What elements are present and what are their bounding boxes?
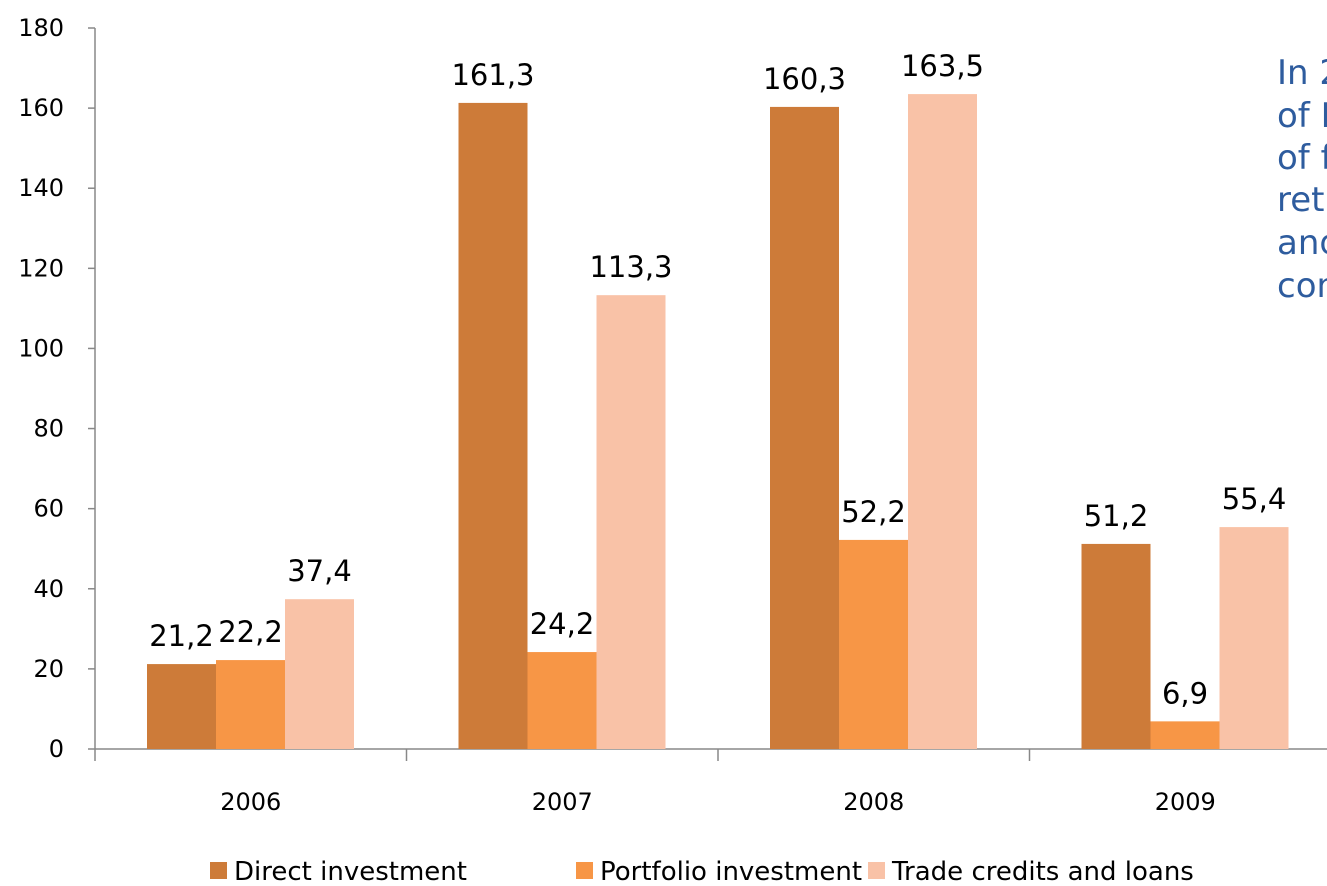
y-tick-label: 120 xyxy=(18,254,64,282)
bar xyxy=(216,660,285,749)
x-category-label: 2007 xyxy=(532,788,593,816)
data-label: 6,9 xyxy=(1162,676,1208,710)
side-note: In 2of Iof fretandcon xyxy=(1277,53,1327,306)
y-tick-label: 80 xyxy=(33,415,64,443)
y-tick-label: 180 xyxy=(18,14,64,42)
bar xyxy=(908,94,977,749)
side-note-line: ret xyxy=(1277,180,1324,220)
side-note-line: of I xyxy=(1277,96,1327,136)
bar xyxy=(458,102,528,750)
y-tick-label: 0 xyxy=(49,735,64,763)
data-label: 161,3 xyxy=(451,58,534,92)
y-tick-label: 100 xyxy=(18,334,64,362)
data-label: 22,2 xyxy=(218,615,283,649)
bar xyxy=(839,539,908,749)
data-label: 37,4 xyxy=(287,554,352,588)
legend-label: Direct investment xyxy=(234,857,467,886)
y-tick-label: 140 xyxy=(18,174,64,202)
x-category-label: 2006 xyxy=(220,788,281,816)
bar xyxy=(1081,543,1151,749)
bar xyxy=(1150,721,1220,749)
bars xyxy=(147,94,1289,750)
y-axis: 0 20 40 60 80 100 120 140 160 180 xyxy=(18,14,96,763)
bar xyxy=(596,295,666,749)
legend-label: Trade credits and loans xyxy=(891,857,1194,886)
x-category-label: 2008 xyxy=(843,788,904,816)
legend-label: Portfolio investment xyxy=(600,857,862,886)
data-label: 52,2 xyxy=(841,495,906,529)
legend-swatch xyxy=(576,862,593,879)
legend: Direct investment Portfolio investment Tra… xyxy=(210,857,1194,886)
data-label: 55,4 xyxy=(1222,482,1287,516)
data-label: 163,5 xyxy=(901,49,984,83)
side-note-line: of f xyxy=(1277,138,1327,178)
y-tick-label: 20 xyxy=(33,655,64,683)
data-label: 113,3 xyxy=(589,250,672,284)
bar xyxy=(285,599,354,749)
legend-swatch xyxy=(210,862,227,879)
x-category-label: 2009 xyxy=(1155,788,1216,816)
data-label: 24,2 xyxy=(530,607,595,641)
side-note-line: In 2 xyxy=(1277,53,1327,93)
bar xyxy=(527,652,597,749)
legend-swatch xyxy=(868,862,885,879)
bar xyxy=(147,664,216,749)
data-label: 160,3 xyxy=(763,62,846,96)
data-label: 51,2 xyxy=(1084,499,1149,533)
side-note-line: and xyxy=(1277,223,1327,263)
bar xyxy=(770,106,839,750)
y-tick-label: 60 xyxy=(33,495,64,523)
y-tick-label: 160 xyxy=(18,94,64,122)
bar xyxy=(1219,527,1289,749)
side-note-line: con xyxy=(1277,266,1327,306)
x-axis: 2006 2007 2008 2009 xyxy=(94,748,1327,816)
data-label: 21,2 xyxy=(149,619,214,653)
data-labels: 21,2 22,237,4 161,3 24,2 113,3 160,3 52,2 163,5… xyxy=(149,49,1286,710)
y-tick-label: 40 xyxy=(33,575,64,603)
